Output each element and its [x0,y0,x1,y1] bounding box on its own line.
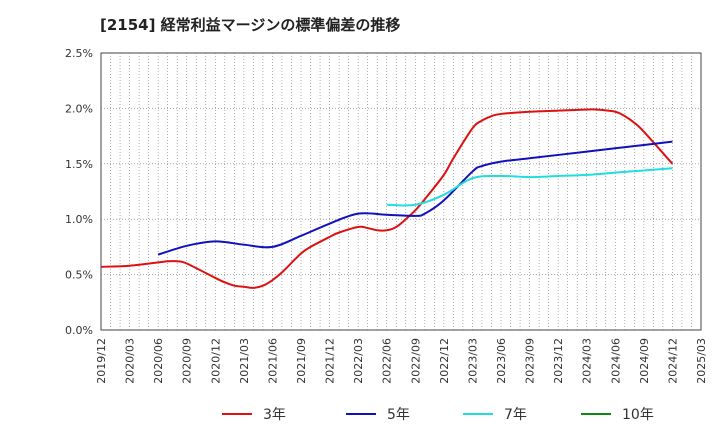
series-line [386,167,673,207]
x-tick-label: 2022/06 [381,338,394,384]
x-tick-label: 2021/09 [295,338,308,384]
y-tick-label: 0.0% [65,324,93,337]
legend-label: 3年 [263,407,286,423]
x-tick-label: 2020/09 [181,338,194,384]
x-tick-label: 2024/12 [666,338,679,384]
x-tick-label: 2023/09 [524,338,537,384]
series-line [100,108,674,289]
x-tick-label: 2019/12 [95,338,108,384]
x-tick-label: 2023/06 [495,338,508,384]
x-tick-label: 2021/06 [266,338,279,384]
legend-label: 10年 [622,407,654,423]
legend-label: 7年 [504,407,527,423]
x-tick-label: 2022/12 [438,338,451,384]
x-tick-label: 2022/09 [409,338,422,384]
series-line [157,140,673,256]
chart-title: [2154] 経常利益マージンの標準偏差の推移 [100,16,401,34]
x-tick-label: 2021/12 [324,338,337,384]
x-tick-label: 2020/03 [124,338,137,384]
x-tick-label: 2023/12 [552,338,565,384]
y-tick-label: 2.0% [65,102,93,115]
y-tick-label: 2.5% [65,47,93,60]
y-tick-label: 1.0% [65,213,93,226]
y-tick-label: 0.5% [65,269,93,282]
legend-label: 5年 [387,407,410,423]
x-tick-label: 2025/03 [695,338,708,384]
x-tick-label: 2020/12 [209,338,222,384]
x-tick-label: 2024/09 [638,338,651,384]
x-tick-label: 2023/03 [466,338,479,384]
plot-area [100,52,702,331]
x-tick-label: 2020/06 [152,338,165,384]
y-tick-label: 1.5% [65,158,93,171]
x-tick-label: 2021/03 [238,338,251,384]
x-tick-label: 2024/03 [581,338,594,384]
x-tick-label: 2024/06 [609,338,622,384]
x-tick-label: 2022/03 [352,338,365,384]
